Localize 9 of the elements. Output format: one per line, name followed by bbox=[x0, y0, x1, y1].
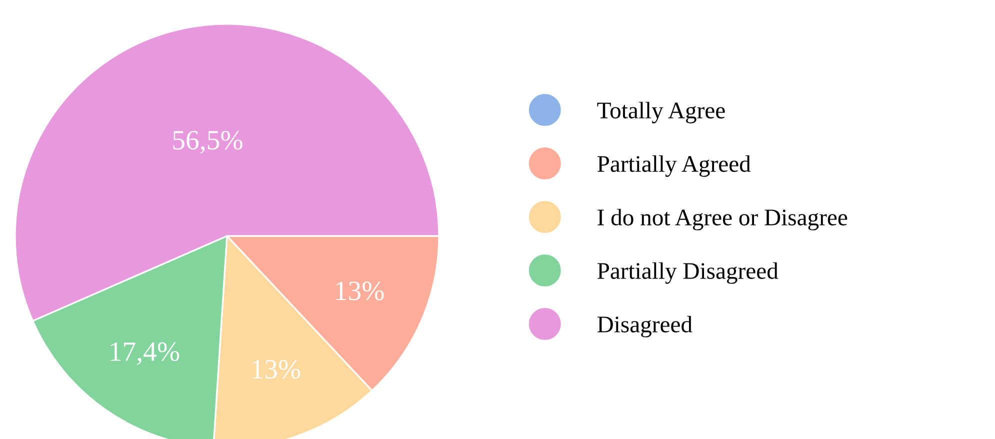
data-label: 56,5% bbox=[173, 130, 242, 154]
data-label: 17,4% bbox=[110, 342, 180, 365]
legend-label: I do not Agree or Disagree bbox=[598, 208, 848, 230]
legend-label: Partially Agreed bbox=[597, 155, 751, 177]
legend-label: Partially Disagreed bbox=[597, 262, 778, 284]
data-label: 13% bbox=[336, 282, 384, 300]
legend-label: Totally Agree bbox=[597, 102, 725, 124]
data-label: 13% bbox=[252, 360, 300, 379]
legend-label: Disagreed bbox=[597, 316, 692, 338]
